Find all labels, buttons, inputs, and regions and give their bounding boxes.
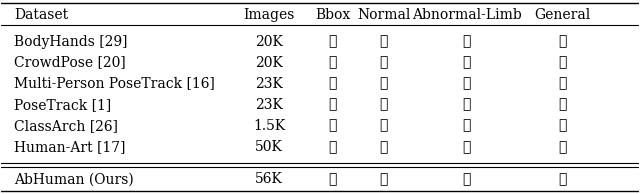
Text: ✗: ✗ [462, 98, 471, 112]
Text: ✓: ✓ [328, 119, 337, 133]
Text: ✓: ✓ [328, 77, 337, 91]
Text: Abnormal-Limb: Abnormal-Limb [412, 8, 522, 22]
Text: CrowdPose [20]: CrowdPose [20] [14, 55, 126, 70]
Text: 23K: 23K [255, 77, 283, 91]
Text: ✓: ✓ [328, 140, 337, 154]
Text: Bbox: Bbox [315, 8, 350, 22]
Text: ✓: ✓ [462, 172, 471, 186]
Text: Multi-Person PoseTrack [16]: Multi-Person PoseTrack [16] [14, 77, 215, 91]
Text: 20K: 20K [255, 55, 283, 70]
Text: Images: Images [243, 8, 294, 22]
Text: 50K: 50K [255, 140, 283, 154]
Text: AbHuman (Ours): AbHuman (Ours) [14, 172, 134, 186]
Text: General: General [534, 8, 590, 22]
Text: ✓: ✓ [380, 172, 388, 186]
Text: 20K: 20K [255, 35, 283, 48]
Text: ✓: ✓ [380, 119, 388, 133]
Text: PoseTrack [1]: PoseTrack [1] [14, 98, 111, 112]
Text: ✓: ✓ [328, 55, 337, 70]
Text: ✗: ✗ [558, 35, 566, 48]
Text: ✓: ✓ [328, 98, 337, 112]
Text: ✗: ✗ [558, 98, 566, 112]
Text: ✓: ✓ [380, 140, 388, 154]
Text: ✓: ✓ [328, 172, 337, 186]
Text: Dataset: Dataset [14, 8, 68, 22]
Text: Normal: Normal [357, 8, 410, 22]
Text: ✗: ✗ [462, 119, 471, 133]
Text: ✓: ✓ [558, 172, 566, 186]
Text: ✓: ✓ [380, 98, 388, 112]
Text: ✗: ✗ [462, 55, 471, 70]
Text: ClassArch [26]: ClassArch [26] [14, 119, 118, 133]
Text: ✓: ✓ [558, 140, 566, 154]
Text: ✓: ✓ [328, 35, 337, 48]
Text: ✗: ✗ [558, 77, 566, 91]
Text: ✓: ✓ [380, 35, 388, 48]
Text: ✗: ✗ [558, 119, 566, 133]
Text: ✓: ✓ [380, 77, 388, 91]
Text: Human-Art [17]: Human-Art [17] [14, 140, 125, 154]
Text: ✗: ✗ [462, 140, 471, 154]
Text: BodyHands [29]: BodyHands [29] [14, 35, 127, 48]
Text: 23K: 23K [255, 98, 283, 112]
Text: ✗: ✗ [558, 55, 566, 70]
Text: ✓: ✓ [380, 55, 388, 70]
Text: 56K: 56K [255, 172, 283, 186]
Text: ✗: ✗ [462, 77, 471, 91]
Text: ✗: ✗ [462, 35, 471, 48]
Text: 1.5K: 1.5K [253, 119, 285, 133]
